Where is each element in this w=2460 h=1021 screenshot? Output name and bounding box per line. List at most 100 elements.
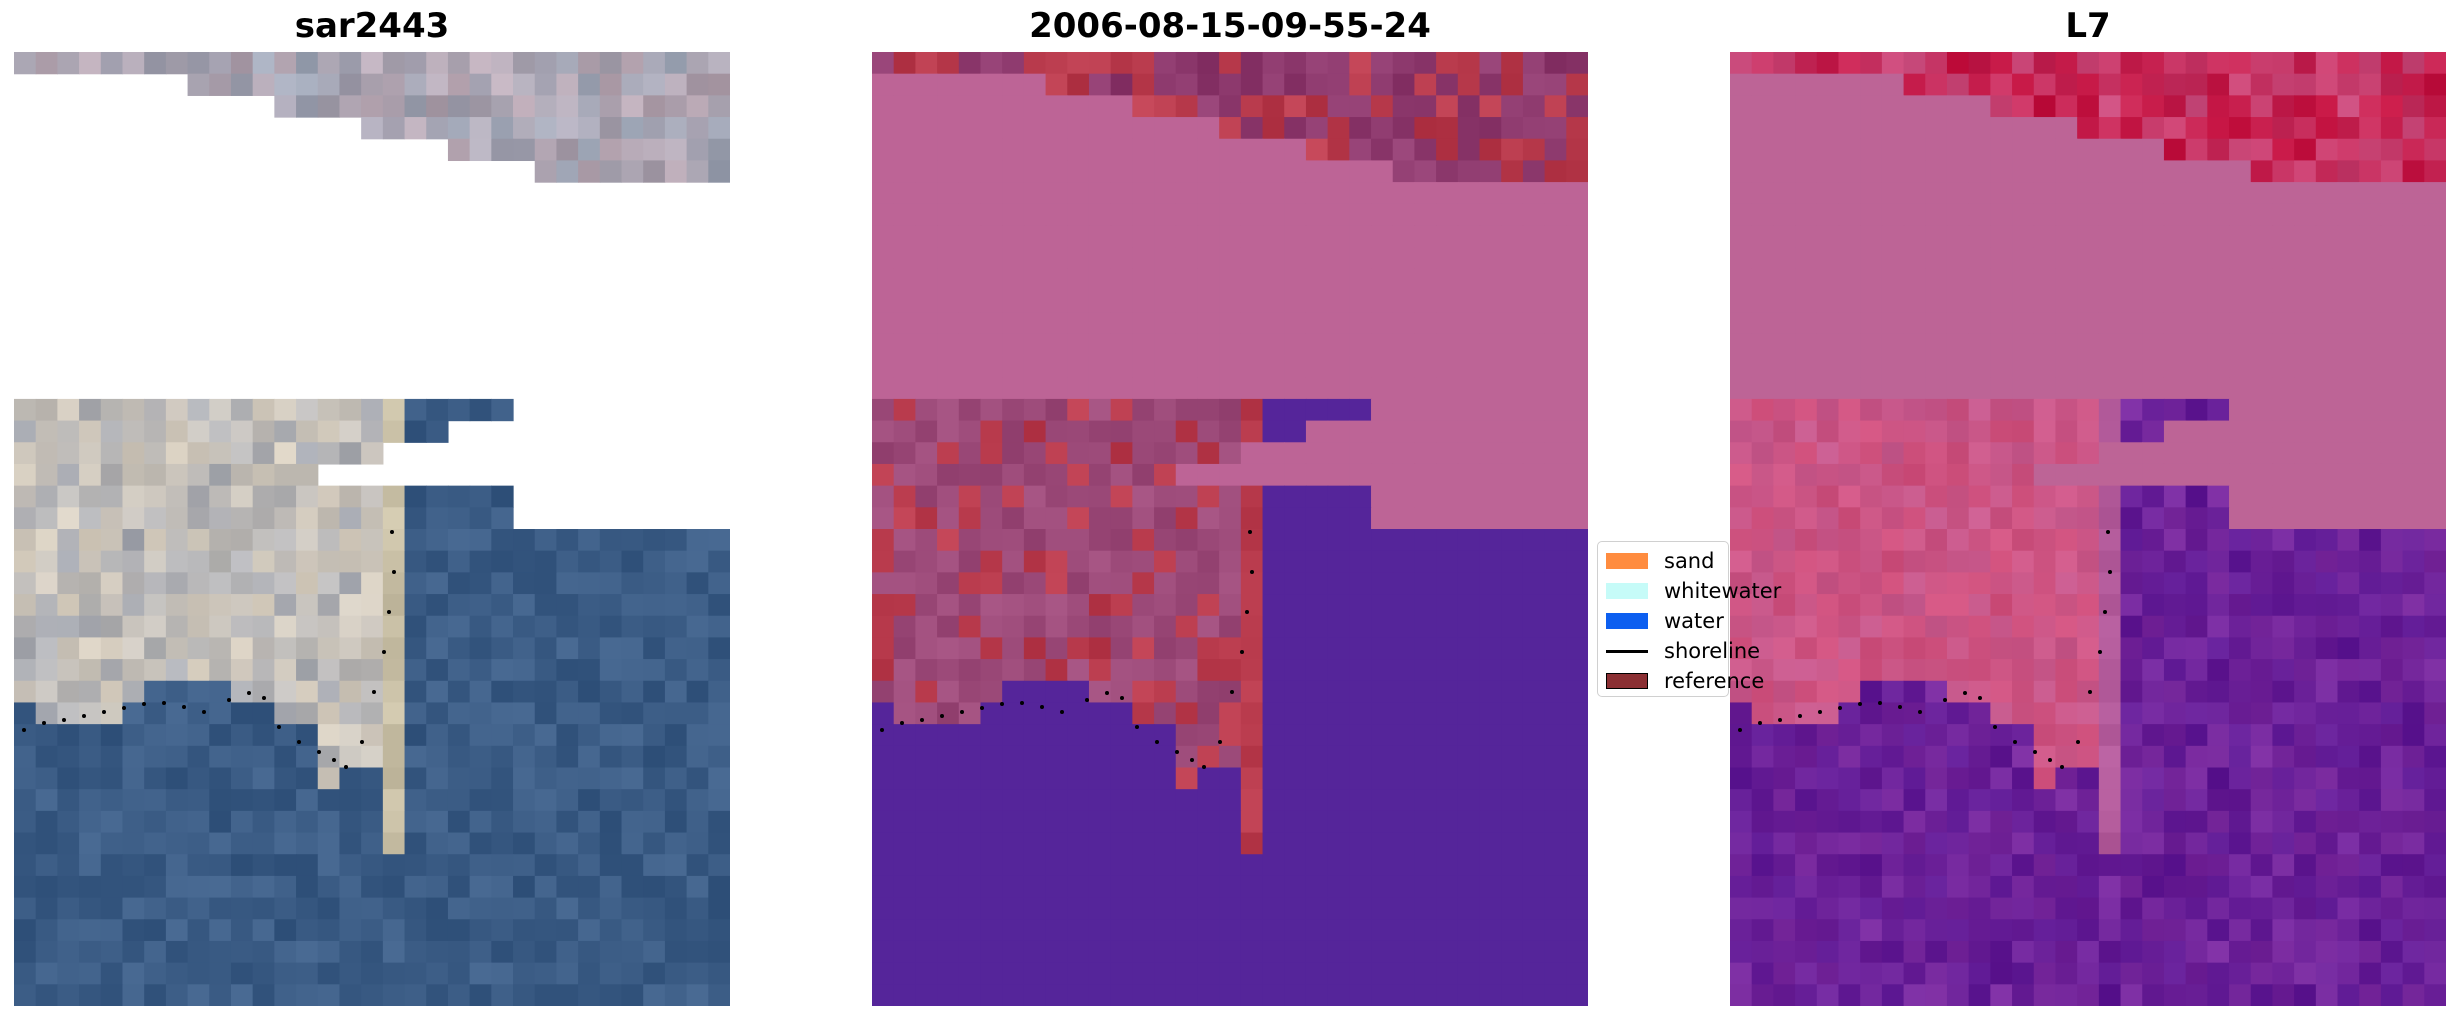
image-pixel [2033,485,2057,508]
image-pixel [1305,312,1329,335]
image-pixel [1002,52,1025,75]
image-pixel [1795,984,1818,1006]
image-pixel [187,810,210,834]
image-pixel [2185,420,2208,443]
image-pixel [1284,789,1307,812]
image-pixel [2229,594,2252,617]
image-pixel [1946,897,1970,920]
image-pixel [296,398,319,422]
image-pixel [1392,203,1416,227]
image-pixel [1110,290,1133,313]
image-pixel [1414,442,1437,465]
image-pixel [1544,507,1567,530]
image-pixel [958,854,982,877]
image-pixel [2359,724,2382,747]
image-pixel [144,984,167,1006]
image-pixel [1751,550,1774,573]
image-pixel [2120,810,2143,834]
image-pixel [1881,312,1905,335]
image-pixel [2142,333,2165,357]
image-pixel [2272,160,2295,183]
image-pixel [1730,95,1753,118]
image-pixel [252,962,275,985]
image-pixel [1088,485,1112,508]
image-pixel [664,659,688,682]
image-pixel [1544,659,1567,682]
image-pixel [447,52,471,75]
shoreline-point [247,691,251,695]
image-pixel [893,333,916,357]
image-pixel [893,463,916,487]
image-pixel [1903,442,1926,465]
image-pixel [1946,377,1970,400]
image-pixel [1002,333,1025,357]
image-pixel [1795,333,1818,357]
image-pixel [2012,810,2035,834]
image-pixel [556,745,579,769]
image-pixel [209,73,232,96]
image-pixel [2120,160,2143,183]
image-pixel [165,550,189,573]
image-pixel [980,984,1003,1006]
image-pixel [296,702,319,725]
image-pixel [686,52,709,75]
image-pixel [2185,789,2208,812]
image-pixel [122,507,145,530]
image-pixel [2229,659,2252,682]
image-pixel [2402,312,2425,335]
image-pixel [187,485,210,508]
image-pixel [2142,940,2165,964]
image-pixel [361,940,384,964]
image-pixel [1305,832,1329,855]
image-pixel [2142,529,2165,552]
image-pixel [2055,73,2078,96]
image-pixel [1566,333,1588,357]
image-pixel [1045,897,1068,920]
image-pixel [100,702,124,725]
image-pixel [2424,550,2446,573]
image-pixel [404,659,427,682]
image-pixel [621,984,644,1006]
image-pixel [708,550,730,573]
image-pixel [599,529,623,552]
image-pixel [1968,160,1991,183]
image-pixel [1371,95,1394,118]
image-pixel [937,919,960,942]
image-pixel [165,962,189,985]
image-pixel [209,594,232,617]
image-pixel [1414,225,1437,248]
image-pixel [1002,919,1025,942]
image-pixel [2033,897,2057,920]
image-pixel [1327,160,1350,183]
image-pixel [1501,984,1524,1006]
image-pixel [35,919,58,942]
image-pixel [2380,550,2404,573]
image-pixel [872,268,895,292]
image-pixel [2012,637,2035,660]
image-pixel [2185,203,2208,227]
image-pixel [1175,659,1199,682]
image-pixel [2272,594,2295,617]
image-pixel [1436,95,1459,118]
image-pixel [578,724,601,747]
image-pixel [1154,594,1177,617]
image-pixel [1154,312,1177,335]
image-pixel [1392,182,1416,205]
image-pixel [1392,117,1416,140]
image-pixel [1436,117,1459,140]
image-pixel [980,203,1003,227]
image-pixel [1305,767,1329,790]
image-pixel [122,52,145,75]
image-pixel [1349,962,1372,985]
image-pixel [2077,463,2100,487]
image-pixel [708,615,730,639]
image-pixel [893,962,916,985]
image-pixel [2207,897,2230,920]
image-pixel [1795,377,1818,400]
image-pixel [2380,940,2404,964]
image-pixel [1262,767,1285,790]
image-pixel [14,442,37,465]
image-pixel [1132,268,1155,292]
image-pixel [1436,312,1459,335]
shoreline-point [372,690,376,694]
